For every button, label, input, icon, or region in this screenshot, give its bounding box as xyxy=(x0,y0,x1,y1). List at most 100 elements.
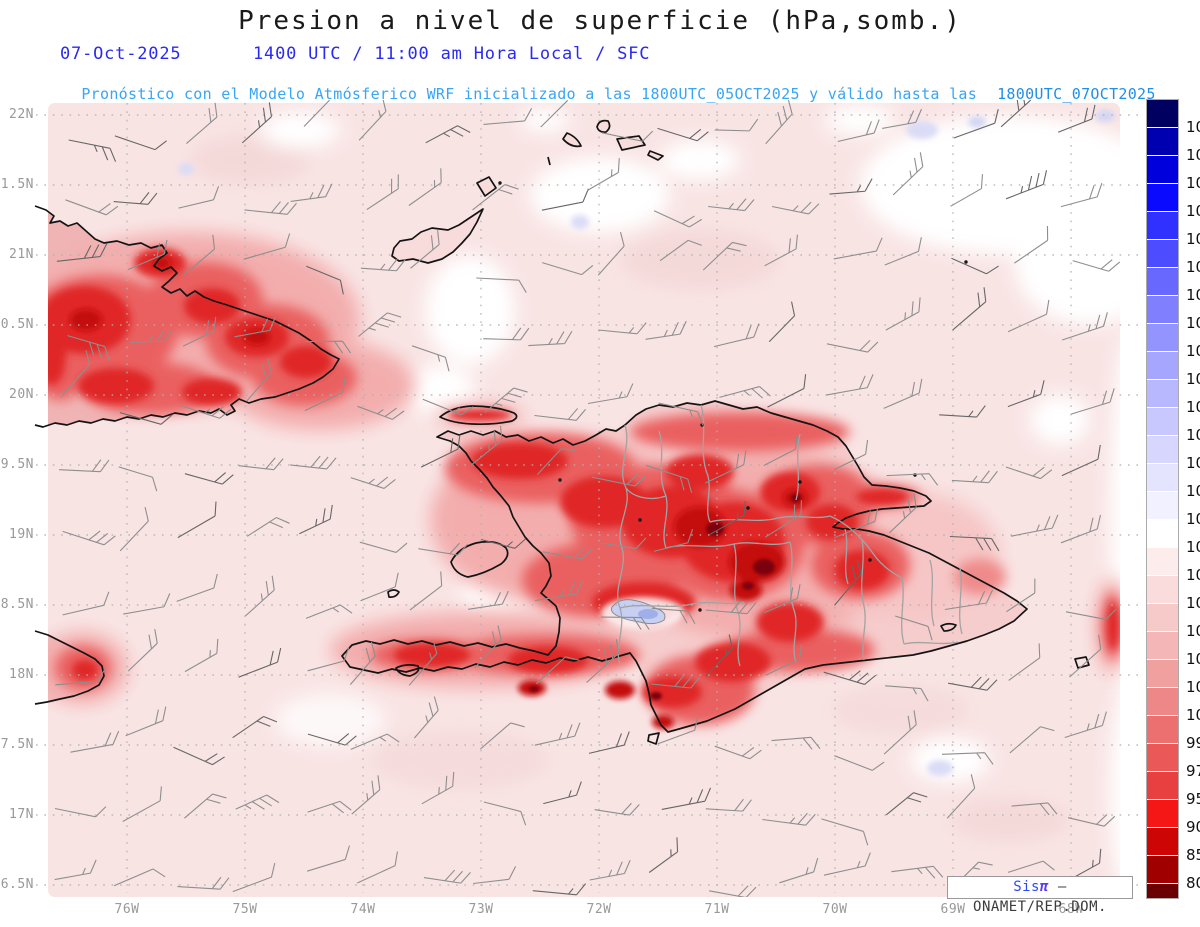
wind-barb xyxy=(349,641,376,685)
saona-island xyxy=(940,622,957,632)
blue-pressure-spots xyxy=(178,110,1115,776)
colorbar-cell xyxy=(1147,352,1178,380)
colorbar-label: 1002 xyxy=(1186,678,1200,696)
wind-barb xyxy=(408,639,438,686)
ile-a-vache-island xyxy=(395,664,420,677)
colorbar-cell xyxy=(1147,296,1178,324)
wind-barb xyxy=(421,771,455,805)
forecast-line: Pronóstico con el Modelo Atmósferico WRF… xyxy=(44,67,1156,121)
wind-barb xyxy=(885,792,928,816)
wind-barb xyxy=(598,322,647,335)
wind-barb xyxy=(886,473,939,486)
wind-barb xyxy=(350,733,400,750)
wind-barb xyxy=(473,866,517,885)
wind-barb xyxy=(542,262,594,276)
wind-barb xyxy=(54,859,97,881)
graticule xyxy=(36,103,1143,893)
wind-barb xyxy=(243,233,291,260)
wind-barb xyxy=(532,883,587,896)
wind-barb xyxy=(118,466,158,492)
wind-barb xyxy=(232,862,276,893)
wind-barb xyxy=(823,670,877,685)
x-axis-label: 69W xyxy=(940,902,966,917)
wind-barb xyxy=(765,644,803,676)
colorbar-label: 1014 xyxy=(1186,482,1200,500)
wind-barb xyxy=(764,584,801,614)
wind-barb xyxy=(290,455,337,470)
watermark-org: ONAMET/REP.DOM. xyxy=(973,899,1107,915)
wind-barb xyxy=(468,590,509,610)
colorbar-cell xyxy=(1147,744,1178,772)
beata-island xyxy=(647,732,660,745)
wind-barb xyxy=(1060,183,1103,208)
wind-barb xyxy=(948,676,998,691)
low-pressure-darkest xyxy=(529,494,801,700)
wind-barb xyxy=(127,239,168,271)
wind-barb xyxy=(483,327,530,341)
watermark-pi-icon: π xyxy=(1039,879,1049,895)
wind-barb xyxy=(591,473,646,487)
wind-barb xyxy=(305,604,353,619)
wind-barb xyxy=(1005,466,1053,480)
pressure-field xyxy=(48,103,1120,897)
wind-barb xyxy=(939,405,986,418)
station-dots xyxy=(498,181,968,612)
gonave-island xyxy=(450,540,509,578)
wind-barb xyxy=(184,638,219,673)
colorbar-label: 900 xyxy=(1186,818,1200,836)
colorbar-cell xyxy=(1147,856,1178,884)
wind-barb xyxy=(645,320,687,340)
wind-barb xyxy=(234,316,276,338)
wind-barb xyxy=(834,559,862,606)
wind-barb xyxy=(480,722,525,750)
colorbar-label: 1015 xyxy=(1186,454,1200,472)
wind-barb xyxy=(1062,312,1108,341)
x-axis-label: 68W xyxy=(1051,902,1091,917)
wind-barb xyxy=(1007,299,1050,333)
wind-barb xyxy=(119,412,173,425)
cuba-coastline xyxy=(34,205,340,428)
wind-barb xyxy=(536,448,576,475)
wind-barb xyxy=(714,118,759,132)
colorbar-cell xyxy=(1147,100,1178,128)
wind-barb xyxy=(653,210,703,228)
wind-barb xyxy=(714,745,762,760)
wind-barb xyxy=(771,201,820,215)
wind-barb xyxy=(241,102,272,144)
wind-barb xyxy=(768,301,796,343)
wind-barb xyxy=(586,639,620,683)
colorbar-label: 1008 xyxy=(1186,594,1200,612)
cayemites-island xyxy=(387,589,400,598)
wind-barb xyxy=(60,350,91,398)
wind-barb xyxy=(130,328,173,343)
wind-barb xyxy=(884,237,922,266)
y-axis-label: 18N xyxy=(9,667,34,682)
watermark-box: Sisπ – ONAMET/REP.DOM. xyxy=(947,876,1133,915)
wind-barb xyxy=(708,198,755,212)
colorbar-label: 1012 xyxy=(1186,538,1200,556)
colorbar-cell xyxy=(1147,688,1178,716)
wind-barb xyxy=(246,358,273,402)
y-axis-label: 1.5N xyxy=(0,177,34,192)
colorbar-cell xyxy=(1147,184,1178,212)
wind-barb xyxy=(535,656,580,685)
wind-barb xyxy=(1061,444,1101,477)
wind-barb xyxy=(702,241,747,271)
wind-barbs xyxy=(54,100,1121,897)
wind-barb xyxy=(541,188,589,211)
wind-barb xyxy=(1070,388,1115,415)
wind-barb xyxy=(480,538,527,549)
wind-barb xyxy=(657,716,699,745)
wind-barb xyxy=(1007,380,1045,408)
wind-barb xyxy=(244,201,297,215)
y-axis-label: 0.5N xyxy=(0,317,34,332)
colorbar-cell xyxy=(1147,828,1178,856)
colorbar-label: 1022 xyxy=(1186,286,1200,304)
wind-barb xyxy=(59,459,110,473)
wind-barb xyxy=(950,174,984,207)
wind-barb xyxy=(54,806,107,818)
forecast-text: Pronóstico con el Modelo Atmósferico WRF… xyxy=(81,85,978,103)
wind-barb xyxy=(705,634,733,677)
